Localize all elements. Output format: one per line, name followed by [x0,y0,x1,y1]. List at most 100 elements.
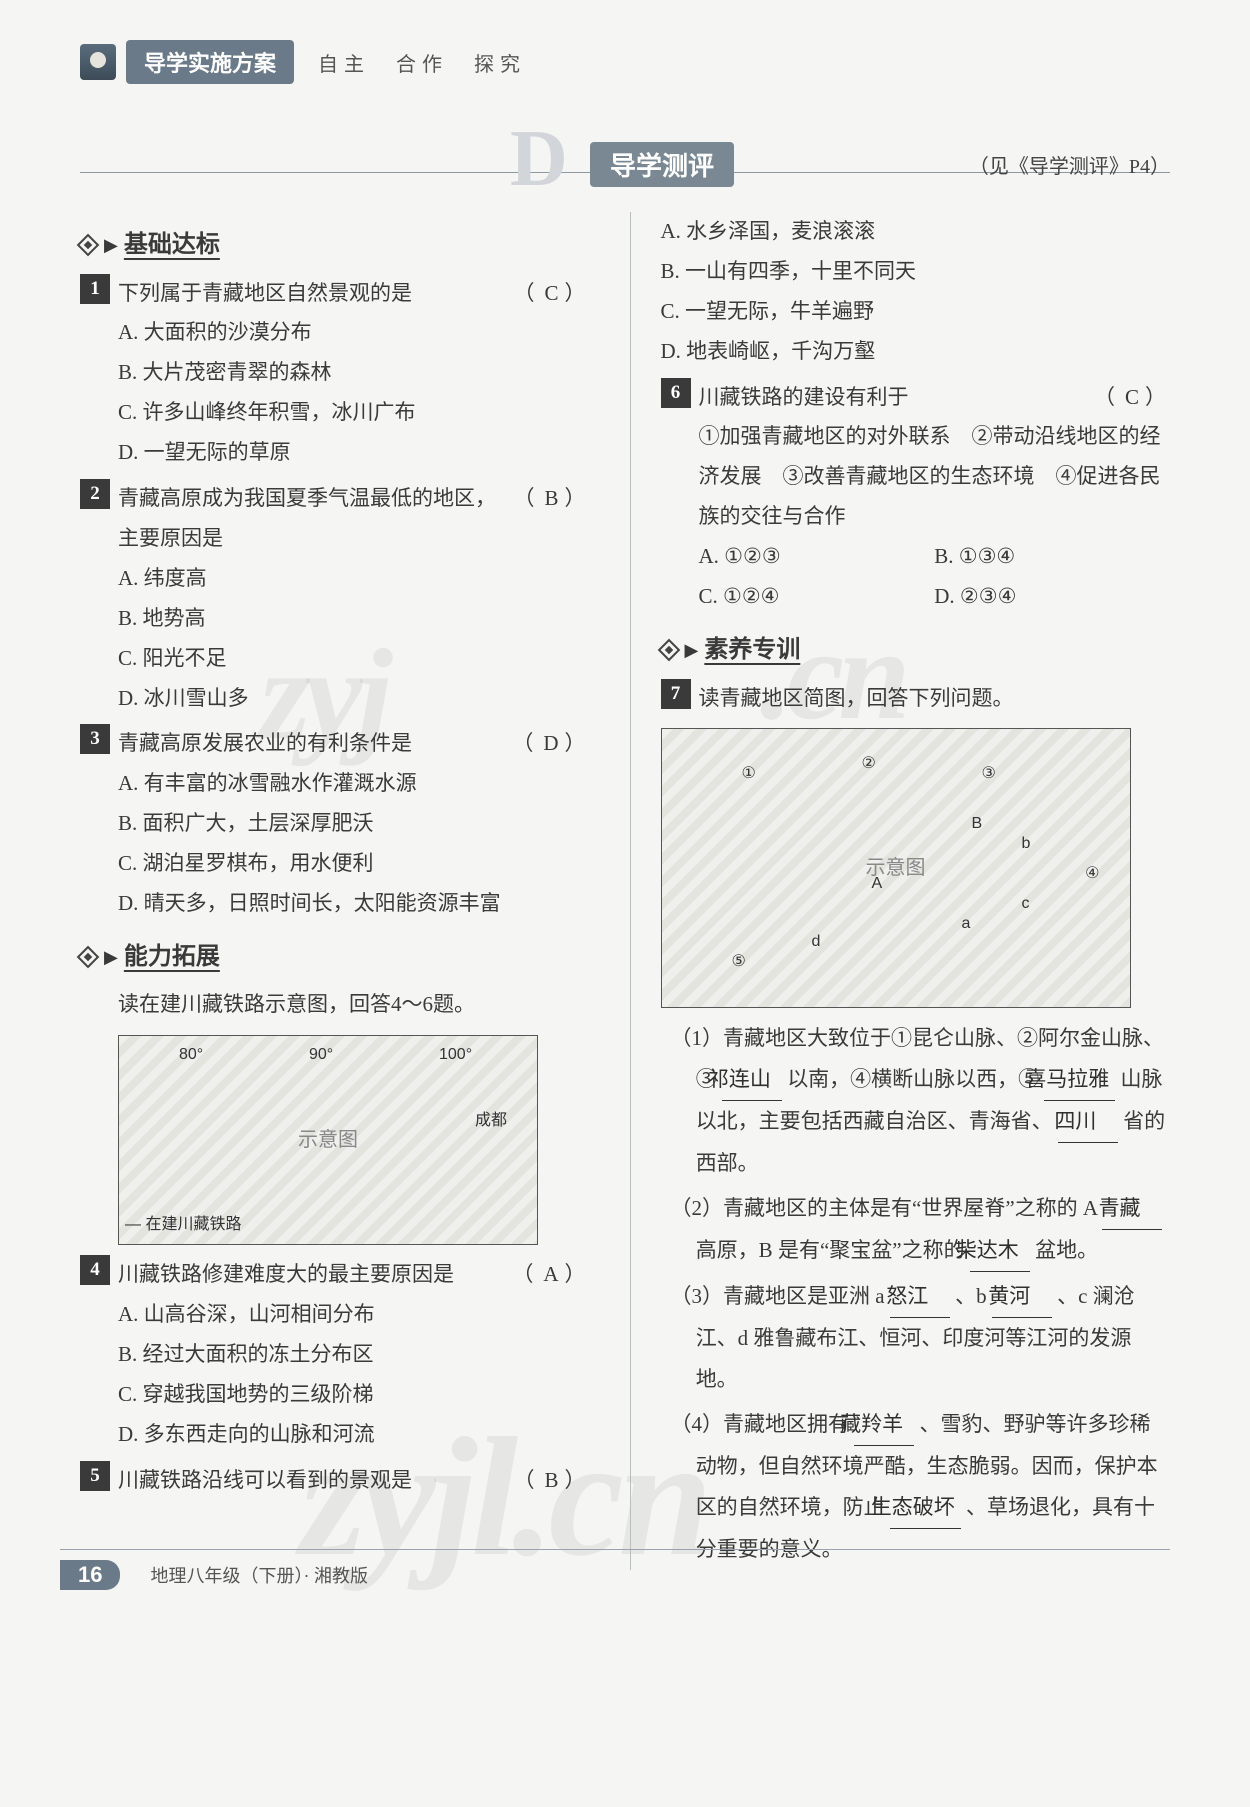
fig-mark-2: ② [862,749,876,779]
blank-nujiang: 怒江 [890,1276,950,1318]
right-column: A. 水乡泽国，麦浪滚滚 B. 一山有四季，十里不同天 C. 一望无际，牛羊遍野… [630,212,1171,1570]
qnum-badge: 5 [80,1461,110,1491]
qnum-badge: 2 [80,479,110,509]
fig-mark-5: ⑤ [732,947,746,977]
fig-mark-1: ① [742,759,756,789]
qnum-badge: 7 [661,679,691,709]
question-4: 4 川藏铁路修建难度大的最主要原因是 （A） [80,1255,590,1295]
question-2: 2 青藏高原成为我国夏季气温最低的地区，主要原因是 （B） [80,479,590,559]
q7-sub2: （2）青藏地区的主体是有“世界屋脊”之称的 A 青藏 高原，B 是有“聚宝盆”之… [686,1188,1170,1272]
q1-opt-a: A. 大面积的沙漠分布 [118,313,590,353]
fig-mark-3: ③ [982,759,996,789]
diamond-icon [77,233,100,256]
left-column: ▶ 基础达标 1 下列属于青藏地区自然景观的是 （C） A. 大面积的沙漠分布 … [80,212,590,1570]
q6-opt-c: C. ①②④ [699,577,935,617]
question-3: 3 青藏高原发展农业的有利条件是 （D） [80,724,590,764]
fig-mark-A: A [872,869,883,899]
diamond-icon [657,638,680,661]
q7-sub1: （1）青藏地区大致位于①昆仑山脉、②阿尔金山脉、③ 祁连山 以南，④横断山脉以西… [686,1018,1170,1184]
footer-rule [60,1549,1170,1550]
blank-qilian: 祁连山 [722,1059,782,1101]
q1-options: A. 大面积的沙漠分布 B. 大片茂密青翠的森林 C. 许多山峰终年积雪，冰川广… [80,313,590,473]
fig-legend: — 在建川藏铁路 [125,1210,241,1240]
arrow-icon: ▶ [104,228,118,262]
qnum-badge: 3 [80,724,110,754]
q6-statements: ①加强青藏地区的对外联系 ②带动沿线地区的经济发展 ③改善青藏地区的生态环境 ④… [699,417,1171,537]
q3-opt-a: A. 有丰富的冰雪融水作灌溉水源 [118,764,590,804]
question-7: 7 读青藏地区简图，回答下列问题。 [661,679,1171,719]
q5-opt-b: B. 一山有四季，十里不同天 [661,252,1171,292]
blank-sichuan: 四川 [1058,1101,1118,1143]
subhead-basic: ▶ 基础达标 [80,222,590,268]
figure-qinghai-tibet-map: ① ② ③ ④ ⑤ A B a b c d [661,728,1131,1008]
q6-answer-slot: （C） [1094,378,1170,418]
section-ref: （见《导学测评》P4） [969,150,1170,179]
question-5: 5 川藏铁路沿线可以看到的景观是 （B） [80,1461,590,1501]
qnum-badge: 4 [80,1255,110,1285]
arrow-icon: ▶ [685,633,699,667]
blank-antelope: 藏羚羊 [854,1404,914,1446]
q6-opt-a: A. ①②③ [699,537,935,577]
brand-logo-icon [80,44,116,80]
section-title-bar: D 导学测评 （见《导学测评》P4） [80,124,1170,194]
reading-note-1: 读在建川藏铁路示意图，回答4～6题。 [80,985,590,1025]
q6-options: A. ①②③ B. ①③④ C. ①②④ D. ②③④ [661,537,1171,617]
blank-huanghe: 黄河 [992,1276,1052,1318]
q1-opt-b: B. 大片茂密青翠的森林 [118,353,590,393]
q3-stem: 青藏高原发展农业的有利条件是 [118,724,512,764]
q1-opt-d: D. 一望无际的草原 [118,433,590,473]
q5-opt-a: A. 水乡泽国，麦浪滚滚 [661,212,1171,252]
q3-opt-b: B. 面积广大，土层深厚肥沃 [118,804,590,844]
q2-options: A. 纬度高 B. 地势高 C. 阳光不足 D. 冰川雪山多 [80,559,590,719]
fig-mark-d: d [812,927,821,957]
q2-opt-d: D. 冰川雪山多 [118,679,590,719]
subhead-skill-label: 能力拓展 [124,934,220,980]
qnum-badge: 1 [80,274,110,304]
top-banner: 导学实施方案 自主 合作 探究 [80,40,1170,84]
q2-stem: 青藏高原成为我国夏季气温最低的地区，主要原因是 [118,479,513,559]
q5-opt-c: C. 一望无际，牛羊遍野 [661,292,1171,332]
page-footer: 16 地理八年级（下册）· 湘教版 [60,1560,368,1590]
q3-opt-c: C. 湖泊星罗棋布，用水便利 [118,844,590,884]
q5-options: A. 水乡泽国，麦浪滚滚 B. 一山有四季，十里不同天 C. 一望无际，牛羊遍野… [661,212,1171,372]
q2-opt-b: B. 地势高 [118,599,590,639]
fig-mark-a: a [962,909,971,939]
q2-opt-a: A. 纬度高 [118,559,590,599]
q6-opt-b: B. ①③④ [934,537,1170,577]
page-number: 16 [60,1560,120,1590]
figure-railway-map: 80° 90° 100° 成都 — 在建川藏铁路 [118,1035,538,1245]
blank-eco-damage: 生态破坏 [890,1487,961,1529]
q4-stem: 川藏铁路修建难度大的最主要原因是 [118,1255,512,1295]
fig-lon-90: 90° [309,1040,333,1070]
q1-stem: 下列属于青藏地区自然景观的是 [118,274,513,314]
q2-answer-slot: （B） [513,479,589,519]
subhead-adv: ▶ 素养专训 [661,627,1171,673]
q4-opt-d: D. 多东西走向的山脉和河流 [118,1415,590,1455]
two-column-layout: ▶ 基础达标 1 下列属于青藏地区自然景观的是 （C） A. 大面积的沙漠分布 … [80,212,1170,1570]
fig-lon-100: 100° [439,1040,472,1070]
q7-sub4: （4）青藏地区拥有 藏羚羊 、雪豹、野驴等许多珍稀动物，但自然环境严酷，生态脆弱… [686,1404,1170,1570]
q4-opt-b: B. 经过大面积的冻土分布区 [118,1335,590,1375]
q2-opt-c: C. 阳光不足 [118,639,590,679]
fig-mark-4: ④ [1085,859,1099,889]
q4-opt-c: C. 穿越我国地势的三级阶梯 [118,1375,590,1415]
q5-stem: 川藏铁路沿线可以看到的景观是 [118,1461,513,1501]
q4-answer-slot: （A） [512,1255,589,1295]
footer-text: 地理八年级（下册）· 湘教版 [150,1562,368,1588]
q5-answer-slot: （B） [513,1461,589,1501]
question-6: 6 川藏铁路的建设有利于 （C） ①加强青藏地区的对外联系 ②带动沿线地区的经济… [661,378,1171,538]
q4-options: A. 山高谷深，山河相间分布 B. 经过大面积的冻土分布区 C. 穿越我国地势的… [80,1295,590,1455]
fig-mark-B: B [972,809,983,839]
diamond-icon [77,945,100,968]
subhead-skill: ▶ 能力拓展 [80,934,590,980]
fig-chengdu: 成都 [475,1106,507,1136]
q4-opt-a: A. 山高谷深，山河相间分布 [118,1295,590,1335]
fig-mark-c: c [1022,889,1030,919]
q7-reading-note: 读青藏地区简图，回答下列问题。 [699,686,1014,710]
question-1: 1 下列属于青藏地区自然景观的是 （C） [80,274,590,314]
q1-answer-slot: （C） [513,274,589,314]
q3-options: A. 有丰富的冰雪融水作灌溉水源 B. 面积广大，土层深厚肥沃 C. 湖泊星罗棋… [80,764,590,924]
fig-mark-b: b [1022,829,1031,859]
q5-opt-d: D. 地表崎岖，千沟万壑 [661,332,1171,372]
q3-opt-d: D. 晴天多，日照时间长，太阳能资源丰富 [118,884,590,924]
